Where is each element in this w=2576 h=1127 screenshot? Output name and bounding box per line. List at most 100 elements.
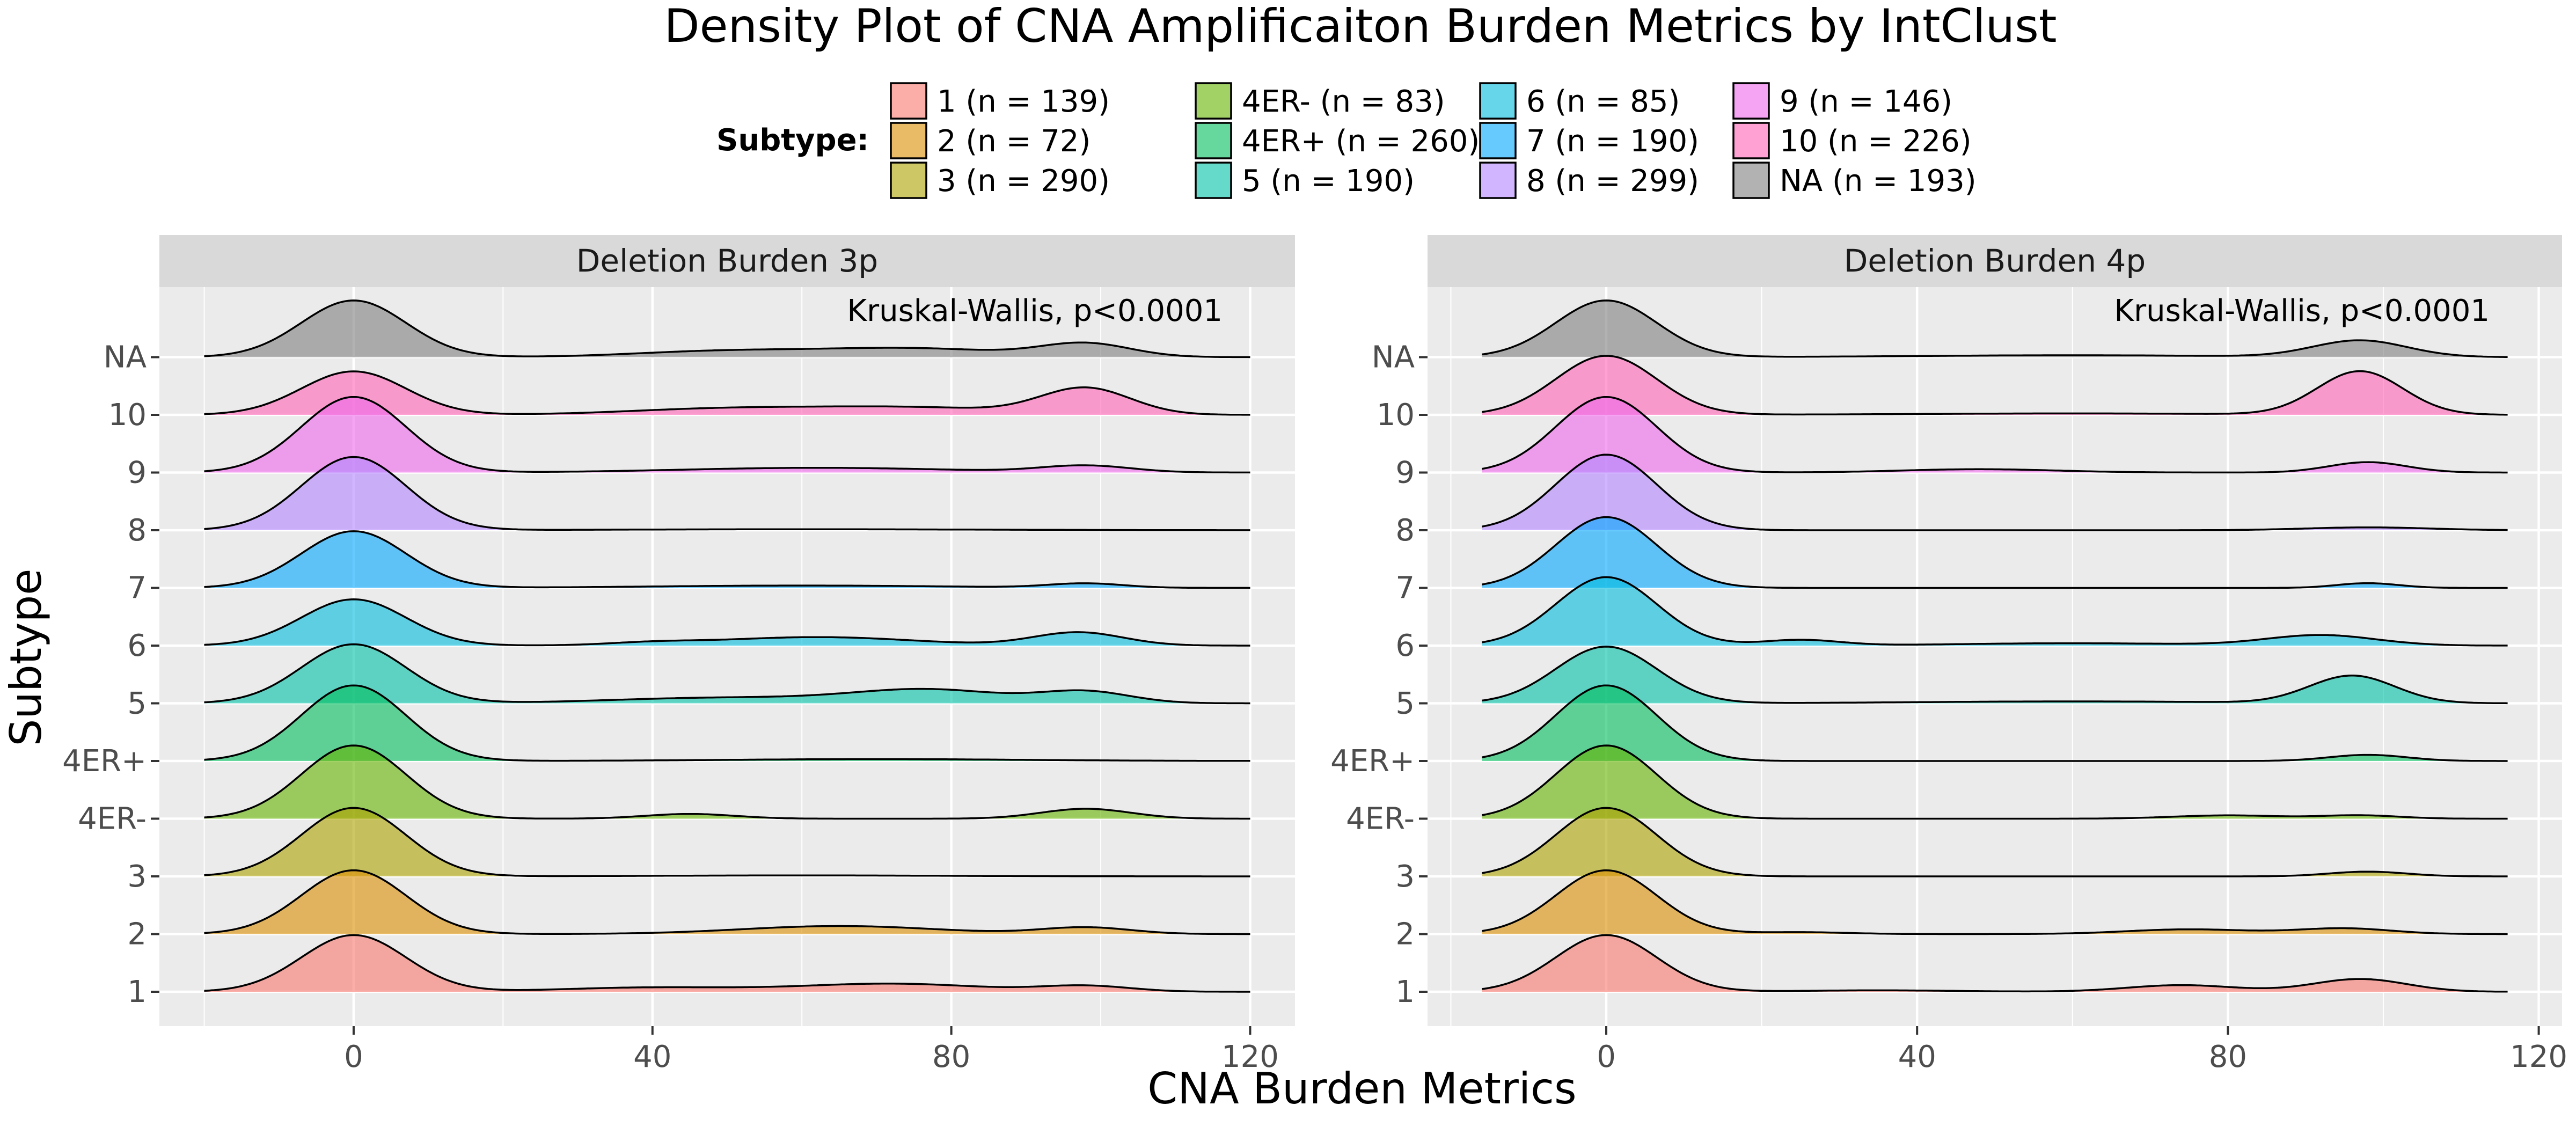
legend-item: 9 (n = 146) (1732, 82, 1952, 120)
ridge-outline (204, 684, 1250, 762)
ridge-fill (204, 531, 1250, 588)
panel-strip (159, 235, 1295, 287)
legend-swatch (1732, 82, 1770, 120)
legend-label: 2 (n = 72) (937, 124, 1091, 159)
ridge-fill (204, 644, 1250, 704)
ridge-3 (1482, 807, 2508, 877)
x-tick-label: 40 (633, 1040, 671, 1074)
panels: Deletion Burden 3p Kruskal-Wallis, p<0.00… (62, 235, 2567, 1074)
ridge-fill (204, 935, 1250, 992)
ridge-outline (1482, 396, 2508, 474)
y-tick-label: 8 (127, 513, 147, 548)
kruskal-wallis-annotation: Kruskal-Wallis, p<0.0001 (847, 294, 1223, 328)
y-tick-label: 10 (1377, 398, 1415, 433)
panel-strip-title: Deletion Burden 4p (1844, 243, 2146, 279)
ridge-outline (204, 807, 1250, 877)
x-tick-label: 40 (1898, 1040, 1936, 1074)
ridge-outline (204, 456, 1250, 531)
ridge-1 (1482, 934, 2508, 993)
x-tick-label: 80 (2209, 1040, 2247, 1074)
ridge-outline (204, 299, 1250, 358)
legend-item: 7 (n = 190) (1479, 122, 1699, 159)
y-tick-label: 3 (1395, 859, 1415, 894)
ridge-outline (1482, 646, 2508, 705)
y-tick-label: 2 (1395, 917, 1415, 952)
y-tick-label: 3 (127, 859, 147, 894)
y-tick-label: 4ER+ (1330, 744, 1415, 779)
y-tick-label: 5 (1395, 686, 1415, 721)
legend-item: 6 (n = 85) (1479, 82, 1680, 120)
legend-label: 9 (n = 146) (1780, 84, 1952, 119)
legend-item: 8 (n = 299) (1479, 162, 1699, 199)
legend-item: 1 (n = 139) (890, 82, 1110, 120)
x-tick-label: 80 (932, 1040, 970, 1074)
legend-label: 10 (n = 226) (1780, 124, 1972, 159)
ridge-9 (204, 396, 1250, 474)
ridge-outline (1482, 453, 2508, 531)
legend-item: 10 (n = 226) (1732, 122, 1972, 159)
legend-label: 4ER- (n = 83) (1242, 84, 1445, 119)
x-tick-label: 0 (344, 1040, 363, 1074)
legend-swatch (1479, 82, 1517, 120)
x-tick-label: 120 (1221, 1040, 1279, 1074)
legend-item: 5 (n = 190) (1195, 162, 1415, 199)
ridge-outline (1482, 576, 2508, 647)
legend: Subtype: 1 (n = 139) 2 (n = 72) 3 (n = 290… (716, 82, 1977, 199)
ridge-4ER+ (204, 684, 1250, 762)
ridge-1 (204, 934, 1250, 993)
ridge-outline (204, 869, 1250, 935)
ridge-8 (204, 456, 1250, 531)
legend-label: 3 (n = 290) (937, 164, 1110, 199)
y-tick-label: 5 (127, 686, 147, 721)
ridge-outline (1482, 299, 2508, 358)
legend-label: 4ER+ (n = 260) (1242, 124, 1480, 159)
legend-item: NA (n = 193) (1732, 162, 1977, 199)
panel-1: Deletion Burden 3p Kruskal-Wallis, p<0.00… (62, 235, 1295, 1074)
ridge-outline (204, 643, 1250, 705)
ridge-7 (1482, 516, 2508, 589)
legend-swatch (1195, 122, 1232, 159)
legend-label: 5 (n = 190) (1242, 164, 1415, 199)
legend-label: 7 (n = 190) (1526, 124, 1699, 159)
legend-swatch (1195, 82, 1232, 120)
ridge-outline (204, 370, 1250, 416)
ridge-7 (204, 530, 1250, 589)
ridge-4ER- (1482, 744, 2508, 820)
y-tick-label: 9 (127, 456, 147, 491)
y-tick-label: NA (104, 340, 147, 375)
ridge-2 (1482, 869, 2508, 935)
y-tick-label: 10 (108, 398, 147, 433)
ridge-outline (204, 396, 1250, 474)
y-axis-title: Subtype (1, 569, 51, 747)
y-tick-label: 9 (1395, 456, 1415, 491)
legend-label: NA (n = 193) (1780, 164, 1977, 199)
ridge-3 (204, 807, 1250, 877)
ridge-fill (204, 397, 1250, 473)
ridge-outline (204, 744, 1250, 820)
ridge-fill (204, 870, 1250, 934)
legend-label: 6 (n = 85) (1526, 84, 1680, 119)
legend-swatch (890, 122, 927, 159)
ridge-fill (204, 745, 1250, 819)
x-axis-title: CNA Burden Metrics (1147, 1064, 1576, 1114)
y-tick-label: 4ER- (78, 802, 147, 837)
ridge-outline (1482, 934, 2508, 993)
y-tick-label: 6 (127, 628, 147, 663)
chart-title: Density Plot of CNA Amplificaiton Burden… (664, 0, 2057, 53)
ridge-NA (1482, 299, 2508, 358)
ridge-outline (1482, 516, 2508, 589)
y-tick-label: 8 (1395, 513, 1415, 548)
y-tick-label: 1 (1395, 975, 1415, 1009)
ridge-5 (204, 643, 1250, 705)
ridge-outline (1482, 869, 2508, 935)
legend-label: 8 (n = 299) (1526, 164, 1699, 199)
legend-item: 4ER- (n = 83) (1195, 82, 1445, 120)
x-tick-label: 120 (2510, 1040, 2567, 1074)
ridge-outline (1482, 744, 2508, 820)
ridge-10 (204, 370, 1250, 416)
ridge-2 (204, 869, 1250, 935)
y-tick-label: 6 (1395, 628, 1415, 663)
ridge-fill (204, 457, 1250, 530)
ridge-outline (1482, 355, 2508, 416)
